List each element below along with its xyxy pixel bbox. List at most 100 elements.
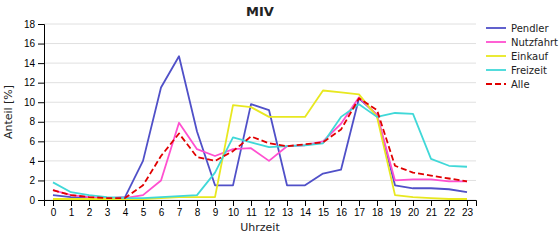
legend-item: Alle <box>486 79 530 90</box>
grid-line <box>44 121 476 122</box>
y-tick: 8 <box>29 116 44 127</box>
x-tick: 17 <box>354 200 366 218</box>
x-tick-label: 9 <box>213 207 219 218</box>
x-tick-mark <box>431 200 432 206</box>
x-tick: 0 <box>51 200 57 218</box>
x-tick-mark <box>197 200 198 206</box>
x-tick-mark <box>341 200 342 206</box>
y-tick-mark <box>38 200 44 201</box>
x-tick: 22 <box>444 200 456 218</box>
x-tick-label: 8 <box>195 207 201 218</box>
series-line <box>53 104 467 198</box>
legend-label: Pendler <box>511 23 549 34</box>
y-tick-label: 12 <box>24 77 36 88</box>
x-tick-mark <box>71 200 72 206</box>
legend-label: Alle <box>511 79 530 90</box>
x-tick-mark <box>53 200 54 206</box>
y-tick: 10 <box>24 97 44 108</box>
y-tick: 18 <box>24 19 44 30</box>
x-tick-label: 0 <box>51 207 57 218</box>
y-tick: 6 <box>29 136 44 147</box>
legend: Pendler Nutzfahrt Einkauf Freizeit Alle <box>486 23 558 90</box>
x-axis: 01234567891011121314151617181920212223 <box>45 200 477 218</box>
legend-item: Einkauf <box>486 51 549 62</box>
x-tick-mark <box>377 200 378 206</box>
x-tick-label: 20 <box>408 207 420 218</box>
x-tick-mark <box>269 200 270 206</box>
legend-swatch <box>486 83 506 85</box>
legend-label: Nutzfahrt <box>511 37 558 48</box>
plot-area: 0123456789101112131415161718192021222302… <box>24 19 477 218</box>
x-tick: 8 <box>195 200 201 218</box>
x-tick-label: 7 <box>177 207 183 218</box>
grid-line <box>44 141 476 142</box>
y-tick: 12 <box>24 77 44 88</box>
legend-label: Einkauf <box>511 51 549 62</box>
grid-line <box>44 43 476 44</box>
grid-line <box>44 160 476 161</box>
y-axis-line <box>38 25 45 201</box>
x-tick-mark <box>305 200 306 206</box>
legend-swatch <box>486 69 506 71</box>
x-tick-mark <box>467 200 468 206</box>
x-tick-mark <box>143 200 144 206</box>
x-tick-label: 6 <box>159 207 165 218</box>
series-line <box>53 98 467 198</box>
x-tick: 13 <box>282 200 294 218</box>
y-tick-label: 0 <box>29 195 35 206</box>
grid <box>44 24 476 200</box>
grid-line <box>44 63 476 64</box>
x-tick-mark <box>215 200 216 206</box>
x-tick-label: 3 <box>105 207 111 218</box>
x-tick-label: 21 <box>426 207 438 218</box>
x-tick: 11 <box>246 200 257 218</box>
legend-swatch <box>486 41 506 43</box>
x-tick-label: 22 <box>444 207 456 218</box>
x-tick-mark <box>89 200 90 206</box>
y-axis-title: Anteil [%] <box>2 85 15 139</box>
x-tick-label: 4 <box>123 207 129 218</box>
x-tick: 9 <box>213 200 219 218</box>
x-tick-label: 11 <box>246 207 257 218</box>
x-tick: 14 <box>300 200 312 218</box>
y-tick-mark <box>38 122 44 123</box>
legend-swatch <box>486 27 506 29</box>
x-tick-label: 16 <box>336 207 348 218</box>
y-axis: 024681012141618 <box>24 19 45 206</box>
legend-swatch <box>486 55 506 57</box>
x-tick-label: 18 <box>372 207 384 218</box>
y-tick-mark <box>38 63 44 64</box>
x-tick-label: 10 <box>228 207 240 218</box>
x-tick-mark <box>161 200 162 206</box>
x-tick: 3 <box>105 200 111 218</box>
x-tick: 2 <box>87 200 93 218</box>
x-tick-label: 13 <box>282 207 294 218</box>
x-tick-mark <box>359 200 360 206</box>
x-tick: 1 <box>69 200 75 218</box>
x-tick: 21 <box>426 200 438 218</box>
y-tick-label: 14 <box>24 58 36 69</box>
x-tick: 23 <box>462 200 474 218</box>
series-line <box>53 90 467 199</box>
y-tick-label: 16 <box>24 38 36 49</box>
x-axis-line <box>45 201 477 207</box>
x-tick-label: 19 <box>390 207 402 218</box>
x-tick-mark <box>449 200 450 206</box>
x-tick: 5 <box>141 200 147 218</box>
x-tick: 10 <box>228 200 240 218</box>
x-tick-mark <box>413 200 414 206</box>
y-tick: 14 <box>24 58 44 69</box>
x-tick: 18 <box>372 200 384 218</box>
x-tick: 15 <box>318 200 330 218</box>
legend-label: Freizeit <box>511 65 547 76</box>
x-tick: 19 <box>390 200 402 218</box>
y-tick-mark <box>38 83 44 84</box>
y-tick-label: 4 <box>29 156 35 167</box>
x-tick-label: 17 <box>354 207 366 218</box>
series-line <box>53 56 467 198</box>
y-tick: 0 <box>29 195 44 206</box>
x-tick: 7 <box>177 200 183 218</box>
x-tick-label: 23 <box>462 207 474 218</box>
x-axis-title: Uhrzeit <box>240 221 280 234</box>
x-tick-label: 1 <box>69 207 75 218</box>
